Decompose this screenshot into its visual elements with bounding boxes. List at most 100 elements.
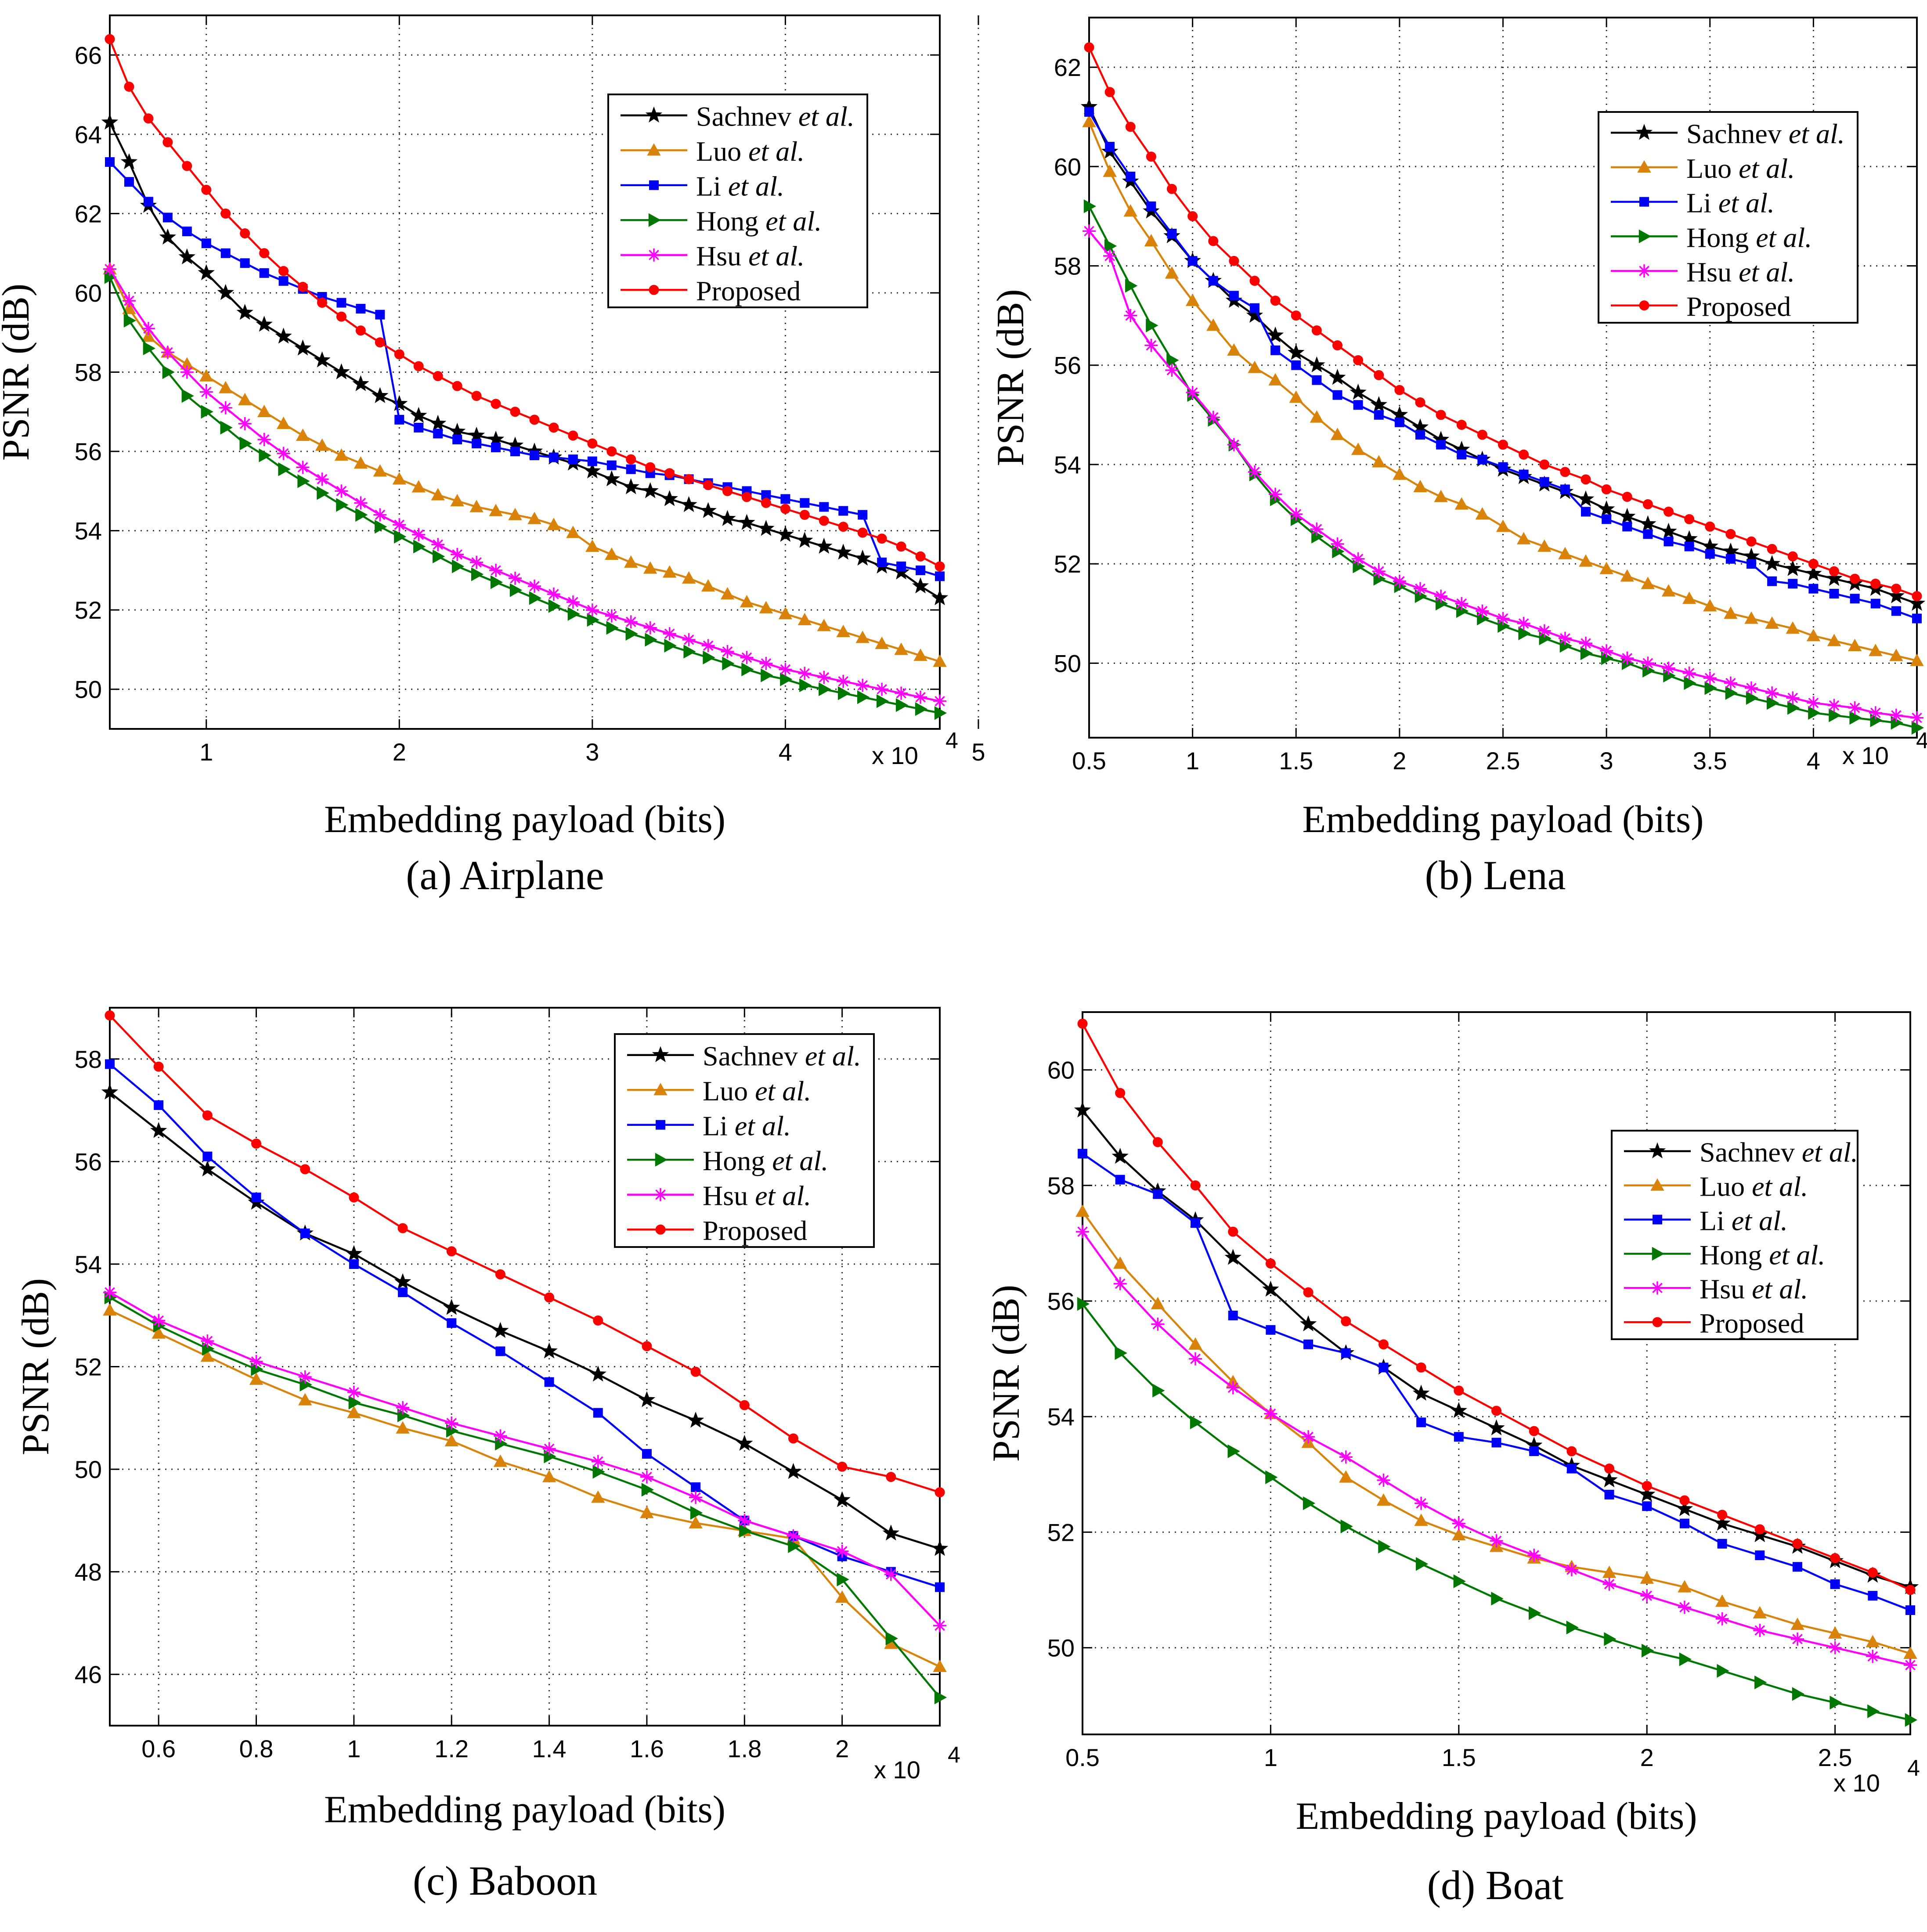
series-hsu (1083, 224, 1923, 724)
data-point (1249, 275, 1260, 286)
y-tick-label: 54 (1047, 1403, 1075, 1431)
data-point (1340, 1519, 1353, 1533)
data-point (278, 276, 289, 286)
data-point (1827, 699, 1841, 712)
legend-label: Sachnev et al. (703, 1041, 861, 1072)
data-point (1905, 1585, 1916, 1595)
legend-marker (1651, 1281, 1664, 1295)
data-point (819, 502, 829, 512)
data-point (662, 565, 677, 578)
data-point (1491, 1592, 1504, 1606)
legend-item-luo: Luo et al. (1624, 1171, 1808, 1202)
data-point (1167, 229, 1177, 238)
legend-item-sachnev: Sachnev et al. (627, 1041, 861, 1072)
data-point (1604, 1463, 1615, 1474)
data-point (1228, 1226, 1238, 1237)
data-point (1717, 1539, 1727, 1549)
data-point (1792, 1687, 1805, 1701)
legend-etal: et al. (1732, 256, 1795, 288)
data-point (256, 316, 273, 332)
legend-item-li: Li et al. (621, 171, 784, 202)
data-point (1676, 1500, 1693, 1517)
data-point (238, 393, 252, 405)
data-point (1496, 612, 1510, 625)
legend-item-hsu: Hsu et al. (627, 1180, 811, 1211)
data-point (1703, 599, 1717, 612)
data-point (1264, 1407, 1277, 1420)
legend-etal: et al. (1782, 118, 1845, 149)
data-point (394, 1273, 411, 1290)
y-tick-label: 60 (1054, 153, 1081, 180)
data-point (152, 1326, 166, 1339)
legend-marker (1638, 229, 1652, 243)
y-tick-label: 54 (75, 1251, 102, 1278)
data-point (799, 510, 810, 520)
y-tick-label: 50 (75, 1456, 102, 1483)
data-point (1188, 1337, 1202, 1350)
data-point (1206, 411, 1220, 424)
legend-etal: et al. (741, 136, 805, 167)
data-point (798, 613, 812, 625)
x-tick-label: 0.5 (1072, 747, 1106, 775)
data-point (349, 1192, 359, 1203)
y-tick-label: 54 (1054, 451, 1081, 479)
x-exponent: 4 (948, 1742, 960, 1768)
data-point (396, 1421, 410, 1434)
data-point (1519, 469, 1529, 479)
x-tick-label: 2 (1640, 1744, 1654, 1771)
data-point (1889, 709, 1903, 722)
series-hsu (1076, 1225, 1917, 1672)
data-point (1488, 1419, 1505, 1435)
chart-lena: 0.5 1 1.5 2 2.5 3 3.5 4 50 52 54 56 58 60 62 x 10 4 Embed… (989, 17, 1927, 841)
data-point (1414, 582, 1427, 595)
data-point (1339, 1470, 1353, 1483)
data-point (1312, 375, 1322, 385)
data-point (1331, 537, 1344, 551)
data-point (758, 519, 775, 536)
data-point (858, 510, 868, 520)
data-point (835, 1544, 849, 1558)
data-point (1682, 591, 1696, 604)
data-point (720, 587, 735, 600)
data-point (838, 506, 848, 516)
legend-item-hsu: Hsu et al. (1624, 1273, 1808, 1305)
data-point (1329, 368, 1346, 385)
data-point (1416, 1362, 1426, 1373)
data-point (1414, 1514, 1428, 1526)
data-point (1754, 1675, 1767, 1690)
data-point (1744, 611, 1758, 624)
x-tick-label: 0.5 (1065, 1744, 1100, 1771)
data-point (1151, 1317, 1165, 1331)
data-point (433, 429, 443, 439)
data-point (664, 638, 677, 653)
data-point (398, 1287, 408, 1298)
data-point (103, 1286, 116, 1299)
data-point (298, 1370, 312, 1384)
data-point (1303, 1287, 1314, 1298)
data-point (317, 486, 329, 500)
data-point (1190, 1415, 1203, 1430)
data-point (1866, 1635, 1880, 1647)
data-point (1082, 115, 1096, 127)
data-point (1125, 122, 1136, 132)
data-point (915, 551, 926, 562)
data-point (348, 1395, 361, 1409)
data-point (1412, 1384, 1430, 1401)
data-point (663, 627, 676, 641)
y-tick-label: 56 (1047, 1287, 1075, 1315)
data-point (542, 1470, 556, 1482)
data-point (778, 607, 793, 620)
data-point (1454, 1385, 1464, 1396)
data-point (508, 508, 522, 520)
data-point (916, 565, 926, 575)
data-point (220, 208, 231, 219)
data-point (1111, 1147, 1129, 1164)
data-point (105, 34, 115, 44)
data-point (101, 1083, 119, 1100)
data-point (1828, 1641, 1842, 1654)
data-point (935, 1582, 945, 1592)
caption-lena: (b) Lena (1425, 853, 1566, 898)
legend-label: Hsu et al. (1686, 256, 1795, 288)
data-point (469, 500, 484, 512)
legend-label: Li et al. (1686, 187, 1775, 219)
